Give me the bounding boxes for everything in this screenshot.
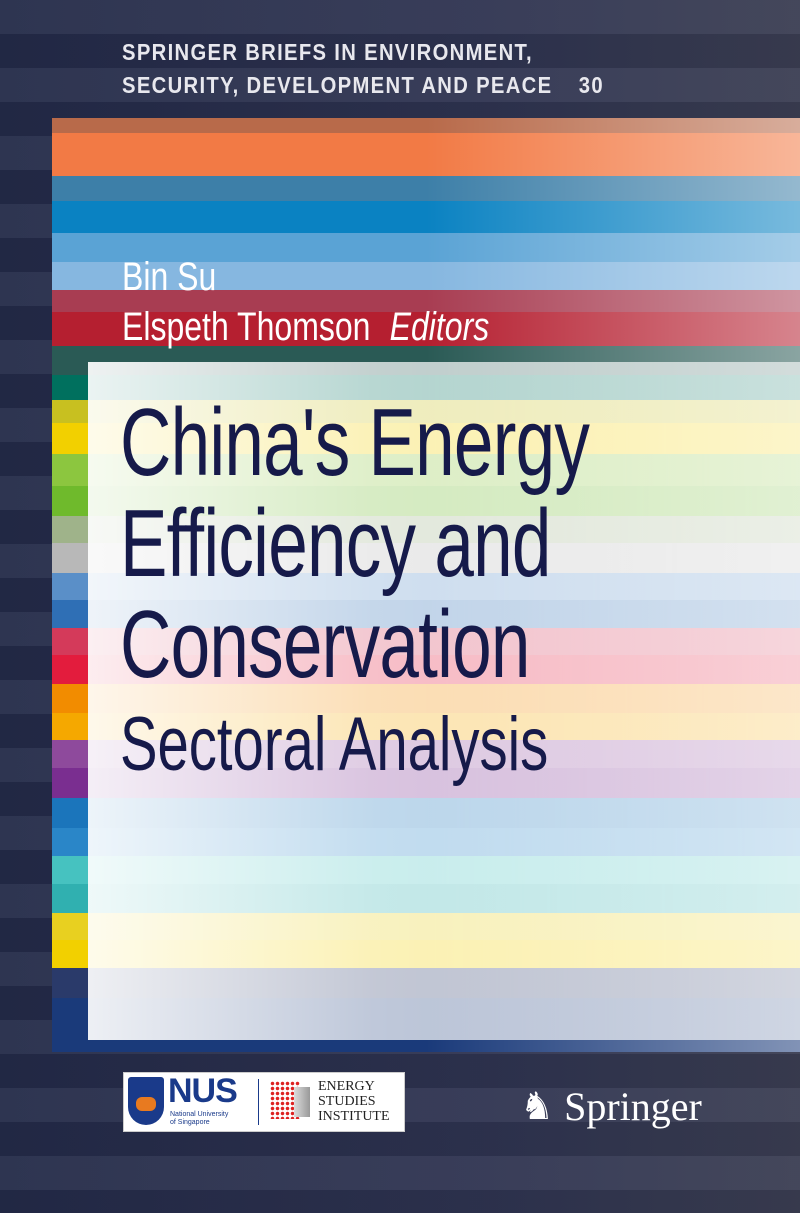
esi-logo-text: ENERGY STUDIES INSTITUTE [318, 1079, 390, 1124]
title-line: Efficiency and [120, 490, 551, 597]
editor-name: Elspeth Thomson [122, 305, 371, 349]
title-line: Conservation [120, 591, 530, 698]
series-number: 30 [578, 72, 604, 98]
publisher-name: Springer [564, 1084, 702, 1129]
book-title: China's Energy Efficiency and Conservati… [120, 389, 590, 698]
book-subtitle: Sectoral Analysis [120, 702, 549, 787]
nus-subtitle-line: of Singapore [170, 1119, 210, 1126]
series-title: SPRINGER BRIEFS IN ENVIRONMENT, SECURITY… [122, 36, 604, 102]
partner-logos: NUS National University of Singapore ENER… [123, 1072, 405, 1132]
nus-subtitle: National University of Singapore [170, 1111, 228, 1127]
editors: Bin Su Elspeth Thomson Editors [122, 252, 489, 352]
esi-line: ENERGY [318, 1079, 375, 1094]
esi-line: INSTITUTE [318, 1109, 390, 1124]
title-panel [88, 362, 800, 1040]
series-line-1: SPRINGER BRIEFS IN ENVIRONMENT, [122, 39, 533, 65]
title-line: China's Energy [120, 389, 590, 496]
esi-cube-icon [294, 1087, 310, 1117]
series-line-2: SECURITY, DEVELOPMENT AND PEACE [122, 72, 553, 98]
divider [258, 1079, 259, 1125]
nus-subtitle-line: National University [170, 1111, 229, 1118]
nus-logo-text: NUS [168, 1072, 238, 1110]
editors-label: Editors [389, 305, 490, 349]
editor-name: Bin Su [122, 255, 217, 299]
esi-line: STUDIES [318, 1094, 376, 1109]
nus-crest-icon [128, 1077, 164, 1125]
springer-knight-icon: ♞ [520, 1086, 555, 1128]
publisher-logo: ♞ Springer [520, 1084, 702, 1130]
